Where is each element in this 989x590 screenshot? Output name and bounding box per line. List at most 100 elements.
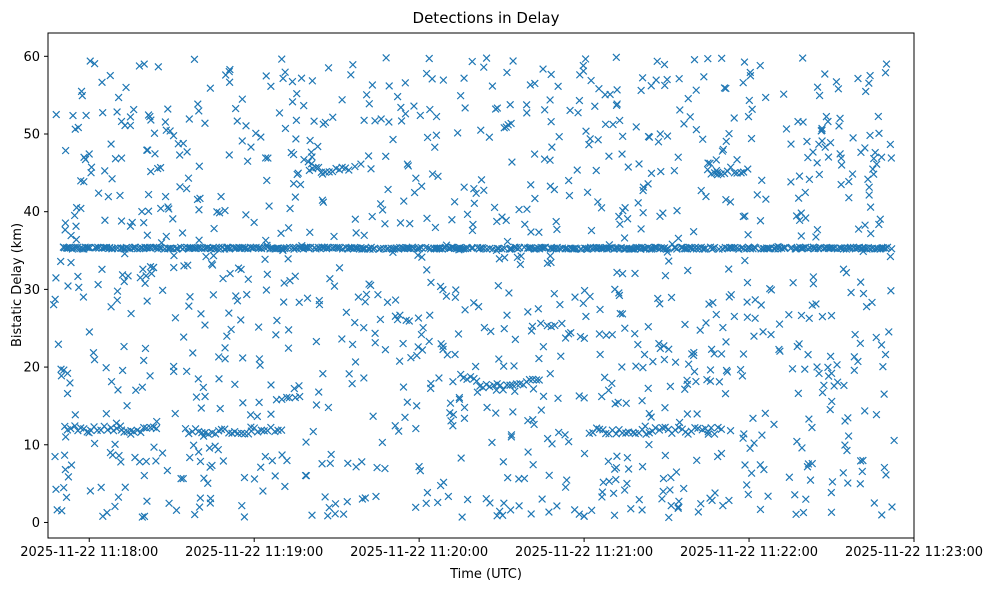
data-point [686, 113, 695, 121]
data-point [150, 129, 159, 138]
data-point [471, 362, 480, 371]
data-point [745, 96, 754, 105]
data-point [666, 382, 675, 391]
data-point [545, 508, 553, 516]
data-point [272, 330, 280, 339]
data-point [721, 389, 730, 398]
data-point [221, 344, 229, 352]
data-point [128, 218, 137, 227]
data-point [815, 369, 823, 378]
data-point [510, 387, 519, 396]
data-point [171, 313, 180, 322]
data-point [492, 386, 501, 394]
data-point [203, 479, 212, 488]
data-point [74, 272, 82, 281]
data-point [139, 423, 148, 432]
data-point [195, 205, 203, 214]
data-point [455, 395, 464, 404]
data-point [393, 92, 402, 101]
data-point [780, 243, 788, 252]
data-point [357, 160, 365, 168]
data-point [618, 206, 627, 215]
data-point [815, 91, 824, 100]
data-point [449, 377, 457, 386]
data-point [717, 350, 726, 358]
data-point [183, 148, 191, 156]
data-point [66, 379, 74, 387]
data-point [670, 166, 679, 175]
data-point [344, 166, 353, 174]
data-point [135, 457, 144, 466]
data-point [291, 193, 300, 201]
data-point [446, 399, 455, 407]
data-point [399, 197, 408, 205]
data-point [575, 71, 584, 79]
data-point [197, 404, 206, 412]
data-point [872, 333, 881, 342]
data-point [652, 76, 661, 84]
data-point [144, 190, 153, 199]
data-point [67, 231, 75, 240]
data-point [627, 244, 636, 253]
data-point [587, 76, 595, 85]
data-point [660, 81, 669, 90]
data-point [868, 165, 877, 173]
data-point [312, 401, 321, 409]
data-point [741, 461, 749, 469]
data-point [820, 70, 829, 78]
data-point [639, 208, 647, 217]
data-point [880, 390, 888, 398]
data-point [166, 127, 174, 135]
data-point [217, 425, 226, 434]
data-point [890, 436, 898, 445]
data-point [761, 409, 770, 418]
data-point [506, 506, 515, 514]
data-point [171, 409, 180, 418]
data-point [358, 495, 367, 503]
data-point [634, 199, 643, 207]
data-point [66, 424, 75, 433]
data-point [428, 170, 437, 178]
data-point [52, 485, 60, 494]
data-point [376, 200, 385, 208]
data-point [672, 245, 681, 253]
data-point [254, 244, 263, 253]
data-point [618, 269, 627, 278]
data-point [348, 340, 357, 349]
data-point [365, 280, 373, 288]
data-point [744, 490, 753, 499]
data-point [509, 408, 517, 416]
data-point [488, 438, 496, 447]
data-point [234, 264, 243, 272]
data-point [833, 378, 842, 386]
data-point [580, 449, 589, 458]
data-point [554, 394, 562, 403]
data-point [102, 409, 111, 418]
data-point [806, 476, 815, 484]
data-point [106, 448, 115, 457]
data-point [391, 296, 400, 304]
data-point [692, 377, 700, 386]
data-point [724, 265, 733, 273]
data-point [283, 456, 291, 465]
data-point [415, 244, 424, 253]
data-point [126, 121, 135, 130]
data-point [730, 114, 739, 122]
data-point [114, 93, 123, 102]
data-point [756, 61, 765, 70]
data-point [495, 244, 503, 253]
data-point [818, 137, 826, 145]
data-point [887, 244, 896, 253]
data-point [277, 426, 286, 434]
data-point [883, 243, 892, 252]
data-point [638, 506, 646, 514]
data-point [376, 315, 385, 324]
data-point [175, 151, 184, 159]
data-point [792, 212, 801, 220]
data-point [620, 324, 629, 333]
data-point [635, 495, 644, 504]
data-point [722, 84, 730, 93]
data-point [739, 78, 748, 87]
data-point [72, 203, 81, 212]
data-point [238, 137, 247, 145]
